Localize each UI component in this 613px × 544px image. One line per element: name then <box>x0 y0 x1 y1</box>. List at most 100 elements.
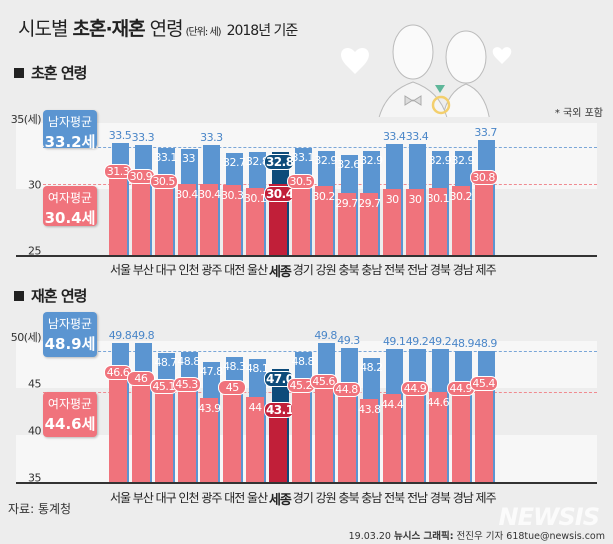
y-tick-label: 50(세) <box>10 331 42 344</box>
category-label: 대전 <box>224 263 245 277</box>
category-label: 세종 <box>268 493 292 508</box>
male-value-label: 33.1 <box>291 151 315 165</box>
x-axis-line <box>16 255 597 257</box>
category-label: 충남 <box>361 491 382 505</box>
male-value-label: 48.8 <box>177 355 200 369</box>
y-tick-label: 25 <box>28 244 42 258</box>
male-value-label: 49.8 <box>108 328 132 342</box>
female-value-label: 30.1 <box>426 191 450 205</box>
category-label: 경기 <box>292 263 314 277</box>
male-value-label: 48.1 <box>245 361 269 375</box>
female-value-label: 30.4 <box>198 187 221 201</box>
female-value-label: 46 <box>126 370 155 386</box>
male-value-label: 49.1 <box>382 335 406 349</box>
female-value-label: 30.1 <box>243 191 267 205</box>
male-value-label: 49.2 <box>405 334 429 348</box>
category-label: 울산 <box>247 263 268 277</box>
category-label: 경북 <box>429 491 451 505</box>
legend-value: 44.6세 <box>44 415 96 433</box>
bar-female <box>291 182 310 255</box>
bar-female <box>109 171 127 255</box>
male-value-label: 33.4 <box>382 130 406 144</box>
title-unit: (단위: 세) <box>185 27 222 38</box>
male-average-legend: 남자평균 33.2세 <box>43 110 97 151</box>
bar-female <box>223 185 242 255</box>
bar-female <box>154 182 173 255</box>
category-label: 광주 <box>201 491 222 505</box>
female-value-label: 30.2 <box>449 190 473 204</box>
bar-female <box>314 186 333 255</box>
female-value-label: 44.4 <box>380 397 404 411</box>
male-value-label: 32.9 <box>360 153 383 167</box>
bar-female <box>200 183 219 255</box>
bar-female <box>177 385 196 482</box>
female-value-label: 43.1 <box>263 401 294 418</box>
female-value-label: 45.1 <box>149 379 178 395</box>
male-value-label: 33.3 <box>131 131 155 145</box>
male-value-label: 48.2 <box>360 360 383 374</box>
female-value-label: 45.4 <box>469 376 498 392</box>
title-suffix: 연령 <box>144 18 184 40</box>
category-label: 서울 <box>109 491 131 505</box>
bar-female <box>291 386 310 482</box>
y-tick-label: 45 <box>28 377 42 391</box>
female-value-label: 30.5 <box>149 174 178 190</box>
bar-female <box>474 178 493 255</box>
category-label: 대구 <box>155 263 177 277</box>
female-value-label: 30 <box>408 193 423 206</box>
bar-female <box>337 192 356 255</box>
female-average-legend: 여자평균 44.6세 <box>43 392 97 437</box>
female-value-label: 30.2 <box>312 190 335 204</box>
category-label: 충남 <box>361 263 382 277</box>
male-value-label: 33.5 <box>108 128 132 142</box>
female-average-legend: 여자평균 30.4세 <box>43 186 97 227</box>
bar-female <box>131 378 150 482</box>
female-value-label: 45 <box>218 380 247 395</box>
female-value-label: 43.9 <box>198 402 221 416</box>
male-average-legend: 남자평균 48.9세 <box>43 312 97 357</box>
female-value-label: 44.9 <box>446 380 475 396</box>
first-marriage-chart: 35(세) 30 25 33.5 31.3 서울 33.3 30.9 부산 33.1 30.5 대구 3… <box>11 110 597 280</box>
category-label: 경기 <box>292 491 314 505</box>
legend-value: 33.2세 <box>44 133 96 151</box>
male-value-label: 33.1 <box>154 151 177 165</box>
male-value-label: 49.8 <box>314 328 337 342</box>
category-label: 경남 <box>452 263 474 277</box>
category-label: 강원 <box>315 491 337 505</box>
page-title: 시도별 초혼·재혼 연령 (단위: 세) 2018년 기준 <box>18 14 298 41</box>
male-value-label: 33.7 <box>474 126 497 140</box>
category-label: 세종 <box>268 265 292 280</box>
male-value-label: 32.8 <box>245 155 269 169</box>
male-value-label: 32.9 <box>428 153 452 167</box>
bar-female <box>246 397 265 482</box>
credit-agency: 뉴시스 그래픽: <box>393 531 454 542</box>
bar-female <box>383 189 402 255</box>
male-value-label: 48.3 <box>223 359 246 373</box>
bar-female <box>428 391 447 482</box>
bar-female <box>109 372 127 482</box>
female-value-label: 30 <box>385 193 400 206</box>
male-value-label: 49.8 <box>131 328 155 342</box>
category-label: 제주 <box>475 263 497 277</box>
bar-female <box>406 388 425 482</box>
bar-female <box>451 186 470 255</box>
female-value-label: 44 <box>248 401 263 415</box>
bar-female <box>383 393 402 482</box>
bar-female <box>406 189 425 255</box>
category-label: 충북 <box>338 263 359 277</box>
legend-value: 30.4세 <box>44 209 96 227</box>
category-label: 전북 <box>384 491 405 505</box>
bar-female <box>428 187 447 255</box>
category-label: 경남 <box>452 491 474 505</box>
legend-value: 48.9세 <box>44 335 96 353</box>
section-title-first-marriage: 초혼 연령 <box>14 62 87 83</box>
ring-icon <box>431 95 451 115</box>
category-label: 울산 <box>247 491 268 505</box>
male-value-label: 32.6 <box>337 157 360 171</box>
x-axis-line <box>16 482 597 484</box>
male-value-label: 32.8 <box>263 154 294 171</box>
source: 자료: 통계청 <box>8 502 72 516</box>
bar-female <box>131 177 150 255</box>
female-value-label: 45.6 <box>309 374 338 390</box>
category-label: 인천 <box>178 491 200 505</box>
